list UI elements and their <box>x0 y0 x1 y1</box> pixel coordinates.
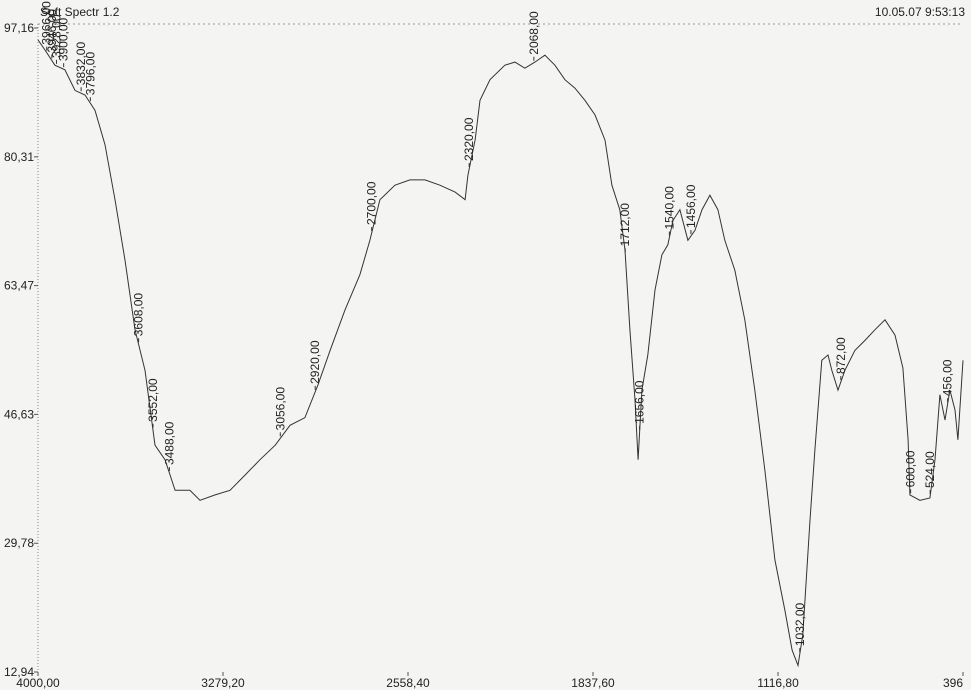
x-tick-label: 1837,60 <box>571 676 615 690</box>
y-tick-label: 63,47 <box>4 279 34 293</box>
peak-label: 872,00 <box>834 337 848 374</box>
peak-label: 2700,00 <box>365 181 379 225</box>
chart-title: Soft Spectr 1.2 <box>40 5 120 19</box>
peak-label: 3966,00 <box>40 1 54 45</box>
peak-label: 3488,00 <box>162 421 176 465</box>
peak-label: 3946,00 <box>45 9 59 53</box>
y-tick-label: 12,94 <box>4 665 34 679</box>
x-tick-label: 1116,80 <box>757 676 799 690</box>
peak-label: 3608,00 <box>132 293 146 337</box>
peak-label: 3900,00 <box>57 17 71 61</box>
y-tick-label: 97,16 <box>4 21 34 35</box>
spectrum-line <box>37 39 964 668</box>
peak-label: 3552,00 <box>146 378 160 422</box>
peak-label: 3832,00 <box>74 42 88 86</box>
peak-label: 1656,00 <box>633 380 647 424</box>
y-tick-label: 46,63 <box>4 407 34 421</box>
x-tick-label: 4000,00 <box>16 676 60 690</box>
peak-label: 3056,00 <box>273 387 287 431</box>
peak-label: 2068,00 <box>527 11 541 55</box>
x-tick-label: 3279,20 <box>201 676 245 690</box>
peak-label: 1456,00 <box>684 184 698 228</box>
peak-label: 1032,00 <box>793 602 807 646</box>
y-tick-label: 80,31 <box>4 150 34 164</box>
peak-label: 1540,00 <box>662 186 676 230</box>
y-tick-label: 29,78 <box>4 536 34 550</box>
peak-label: 3928,00 <box>49 14 63 58</box>
x-tick-label: 2558,40 <box>386 676 430 690</box>
peak-label: 456,00 <box>941 359 955 396</box>
peak-label: 524,00 <box>923 451 937 488</box>
peak-label: 2320,00 <box>462 117 476 161</box>
peak-label: 600,00 <box>904 450 918 487</box>
x-tick-label: 396 <box>943 676 963 690</box>
peak-label: 2920,00 <box>308 340 322 384</box>
peak-label: 1712,00 <box>618 203 632 247</box>
timestamp: 10.05.07 9:53:13 <box>875 5 965 19</box>
peak-label: 3796,00 <box>83 52 97 96</box>
